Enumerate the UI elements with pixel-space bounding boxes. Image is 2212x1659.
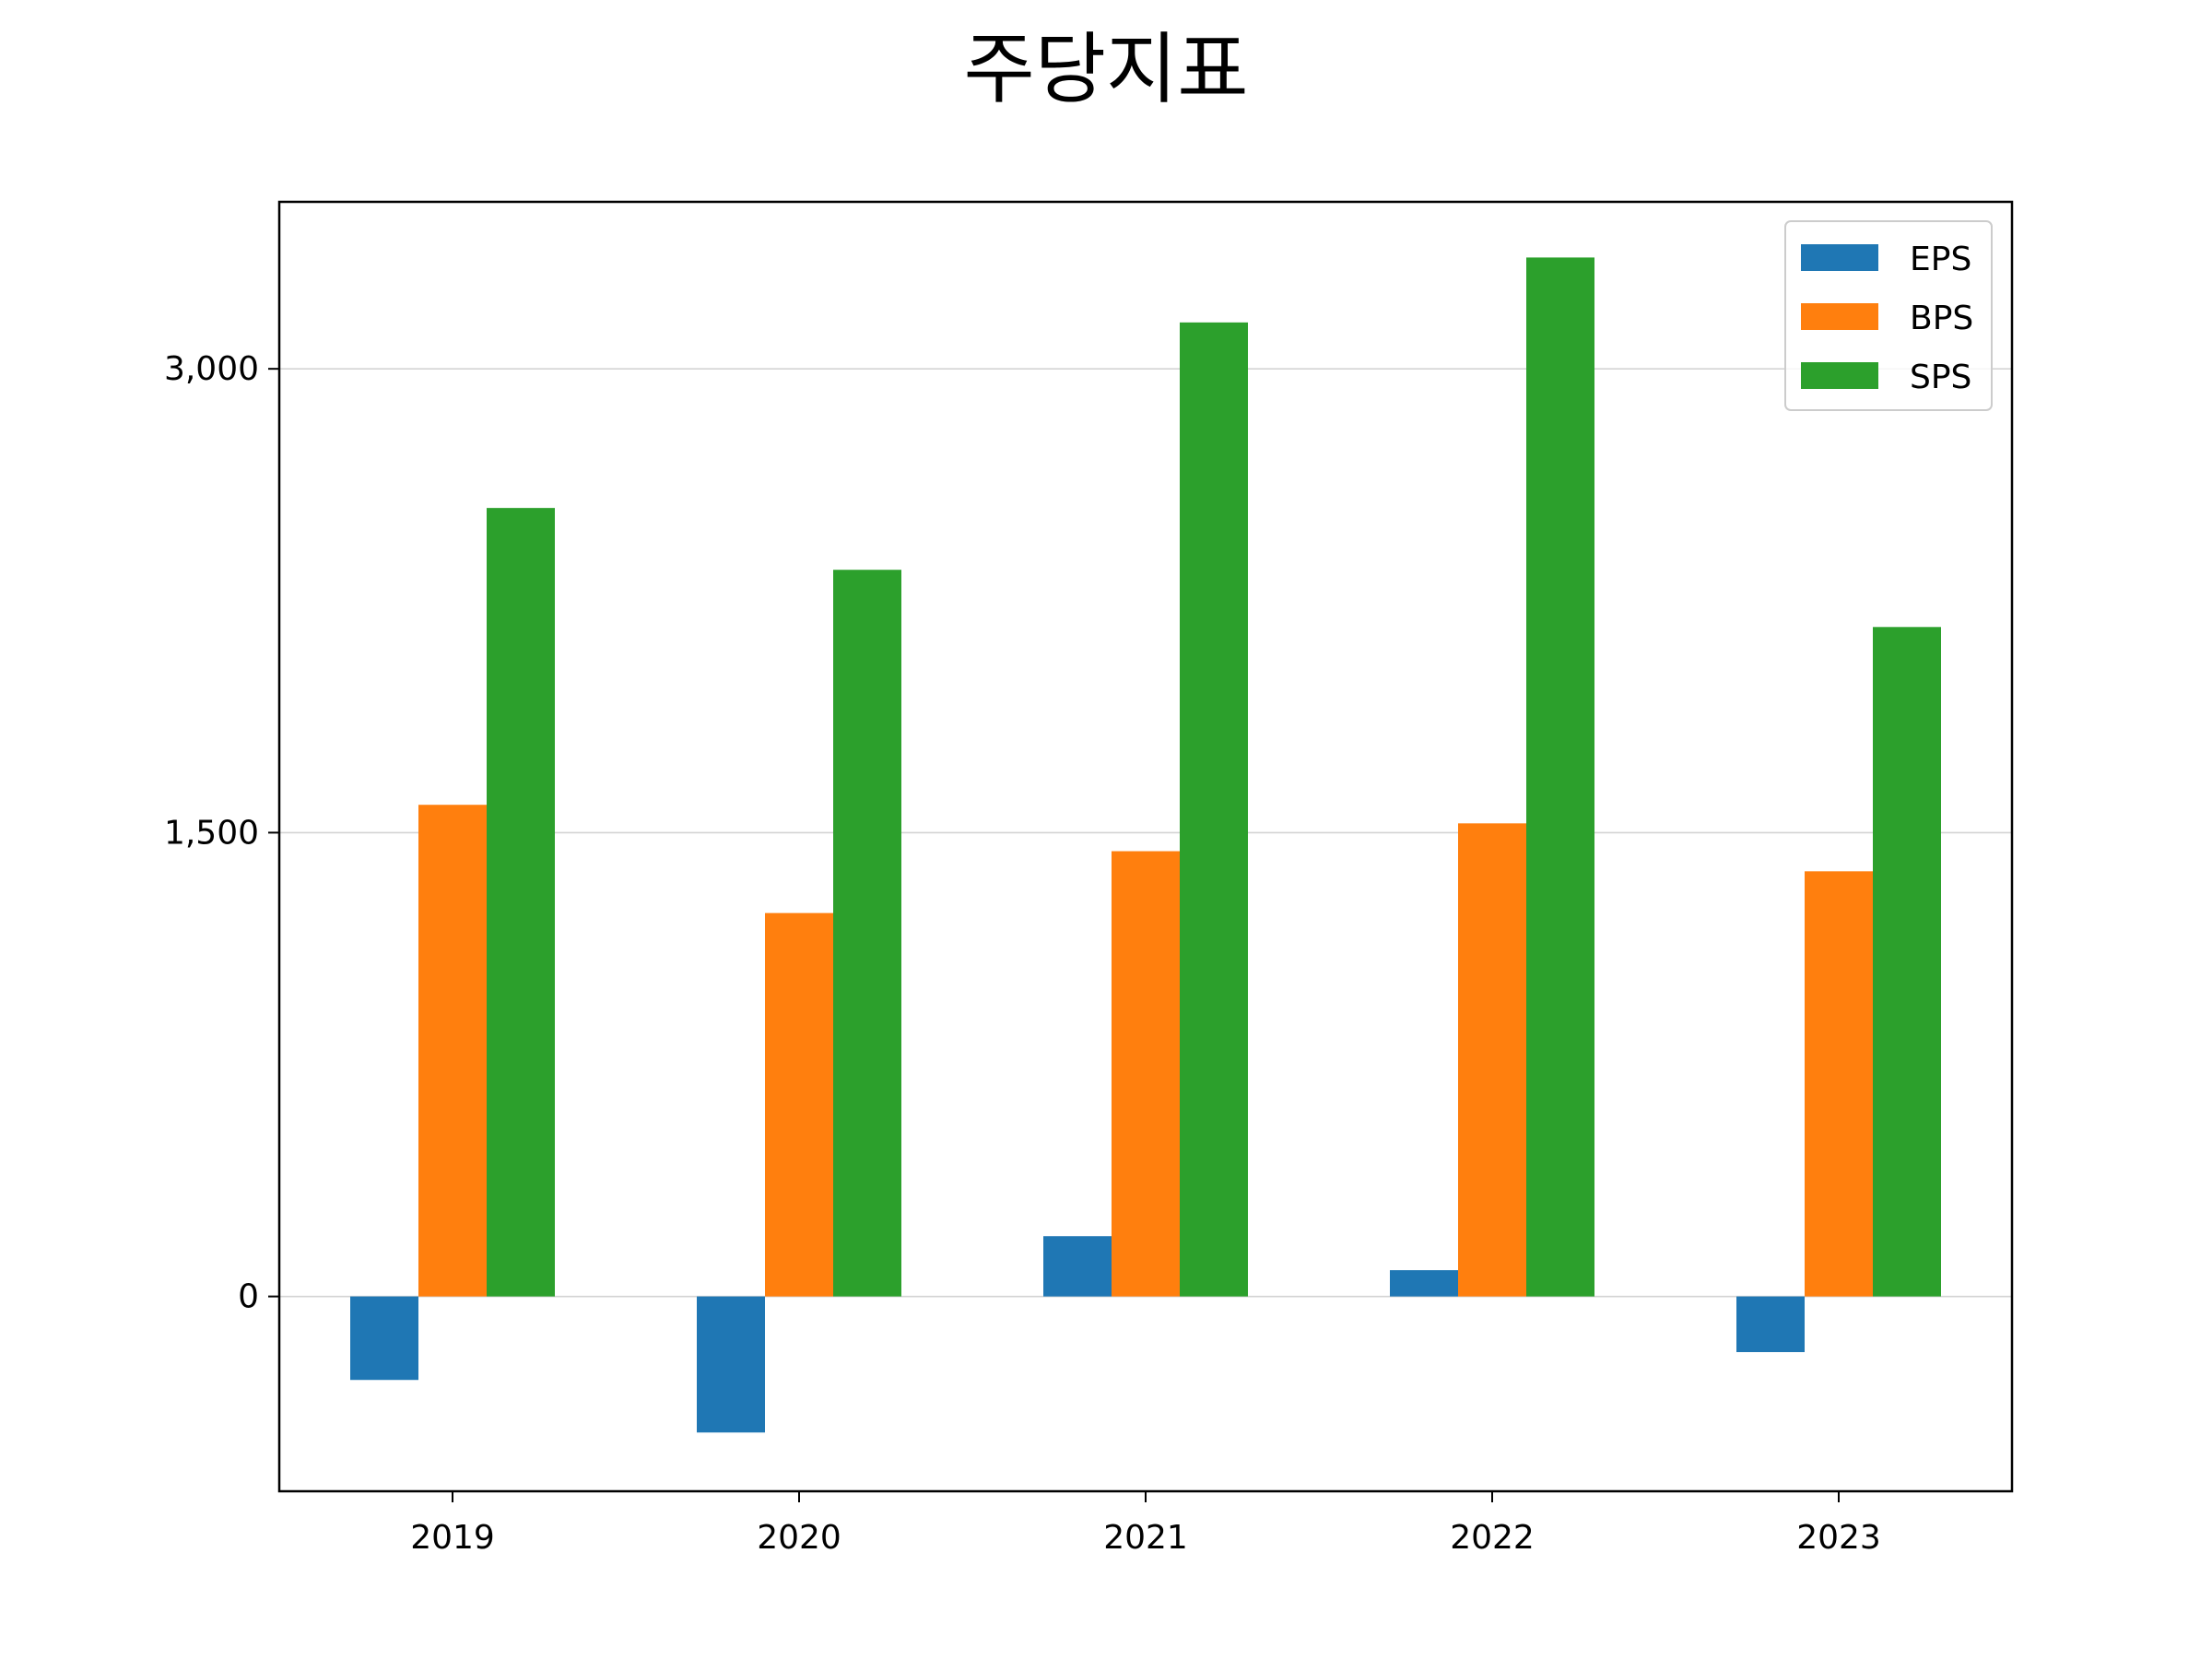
bar-sps-2020 — [833, 570, 901, 1297]
bar-eps-2019 — [350, 1296, 418, 1381]
bar-sps-2021 — [1180, 322, 1248, 1297]
bar-eps-2022 — [1390, 1270, 1458, 1297]
y-tick-label: 1,500 — [164, 814, 259, 852]
legend-swatch-bps — [1801, 303, 1878, 330]
y-tick-label: 3,000 — [164, 350, 259, 388]
bar-bps-2023 — [1805, 871, 1873, 1297]
x-tick-label: 2023 — [1796, 1519, 1881, 1557]
bar-eps-2023 — [1736, 1296, 1805, 1353]
x-tick-label: 2020 — [757, 1519, 841, 1557]
bar-eps-2021 — [1043, 1236, 1112, 1297]
legend-label-sps: SPS — [1910, 359, 1971, 396]
legend: EPS BPS SPS — [1784, 220, 1993, 411]
bar-eps-2020 — [697, 1296, 765, 1433]
legend-swatch-eps — [1801, 244, 1878, 271]
bar-sps-2022 — [1526, 257, 1594, 1297]
x-tick-label: 2019 — [410, 1519, 495, 1557]
bar-bps-2021 — [1112, 851, 1180, 1297]
legend-label-bps: BPS — [1910, 300, 1973, 337]
bar-sps-2019 — [487, 508, 555, 1297]
bar-bps-2019 — [418, 805, 487, 1297]
bar-bps-2022 — [1458, 823, 1526, 1297]
bar-bps-2020 — [765, 912, 833, 1297]
legend-swatch-sps — [1801, 362, 1878, 389]
x-tick-label: 2021 — [1103, 1519, 1188, 1557]
y-tick-label: 0 — [238, 1278, 259, 1316]
chart-title: 주당지표 — [963, 24, 1249, 114]
x-axis: 2019 2020 2021 2022 2023 — [410, 1491, 1881, 1557]
bar-sps-2023 — [1873, 627, 1941, 1297]
x-tick-label: 2022 — [1450, 1519, 1535, 1557]
legend-label-eps: EPS — [1910, 241, 1971, 278]
bars — [350, 257, 1941, 1433]
y-axis: 0 1,500 3,000 — [164, 350, 279, 1316]
